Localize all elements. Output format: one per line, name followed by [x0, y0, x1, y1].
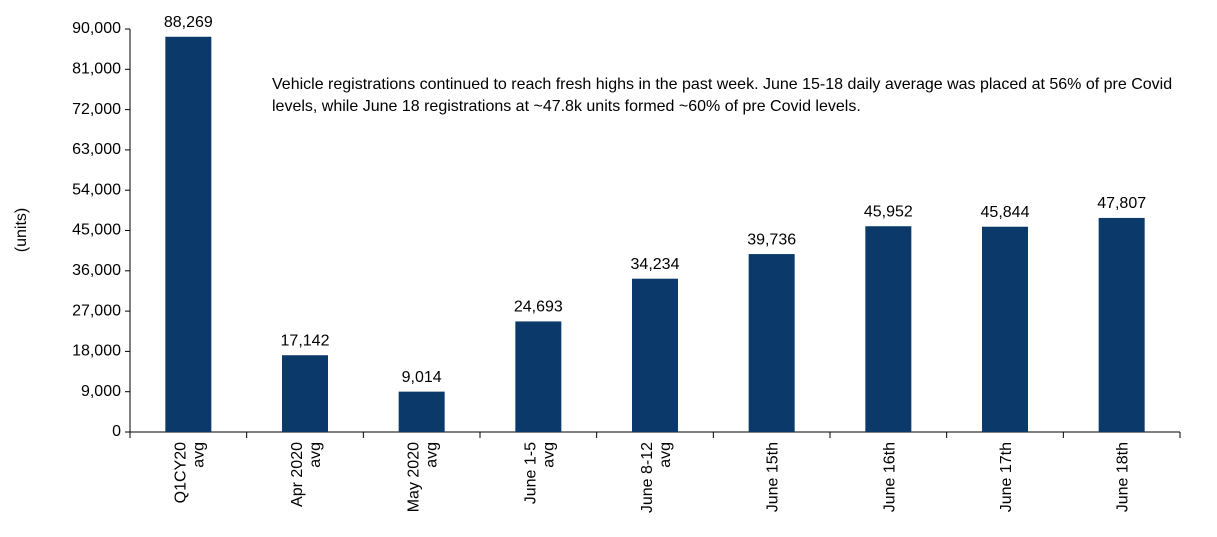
y-tick-label: 72,000 [72, 101, 121, 118]
bar [282, 355, 328, 432]
value-label: 24,693 [514, 299, 563, 316]
y-tick-label: 63,000 [72, 141, 121, 158]
bar [865, 226, 912, 432]
x-tick-label: May 2020avg [406, 442, 441, 512]
y-tick-label: 45,000 [72, 222, 121, 239]
y-tick-label: 18,000 [72, 343, 121, 360]
bar [165, 36, 212, 432]
bar [632, 278, 678, 432]
y-axis-label: (units) [13, 208, 30, 252]
x-tick-label: June 8-12avg [639, 442, 674, 513]
x-tick-label: June 16th [881, 442, 898, 512]
value-label: 39,736 [747, 231, 796, 248]
bar [982, 226, 1028, 432]
y-tick-label: 9,000 [81, 383, 121, 400]
x-tick-label: Apr 2020avg [289, 442, 324, 507]
x-tick-label: June 1-5avg [522, 442, 557, 504]
y-tick-label: 90,000 [72, 20, 121, 37]
bar [748, 254, 795, 432]
bar [515, 321, 562, 432]
annotation-box: Vehicle registrations continued to reach… [272, 76, 1173, 115]
bar [398, 391, 445, 432]
value-label: 34,234 [631, 256, 680, 273]
y-tick-label: 0 [112, 423, 121, 440]
value-label: 45,844 [981, 204, 1030, 221]
y-tick-label: 81,000 [72, 61, 121, 78]
x-tick-label: Q1CY20avg [172, 442, 207, 503]
annotation: Vehicle registrations continued to reach… [272, 76, 1173, 115]
x-tick-label: June 15th [765, 442, 782, 512]
value-label: 47,807 [1097, 195, 1146, 212]
y-tick-label: 54,000 [72, 181, 121, 198]
value-label: 88,269 [164, 14, 213, 31]
value-label: 45,952 [864, 203, 913, 220]
x-tick-label: June 18th [1115, 442, 1132, 512]
y-tick-label: 36,000 [72, 262, 121, 279]
value-label: 17,142 [281, 332, 330, 349]
y-tick-label: 27,000 [72, 302, 121, 319]
value-label: 9,014 [402, 369, 442, 386]
bar [1098, 217, 1145, 432]
x-tick-label: June 17th [998, 442, 1015, 512]
